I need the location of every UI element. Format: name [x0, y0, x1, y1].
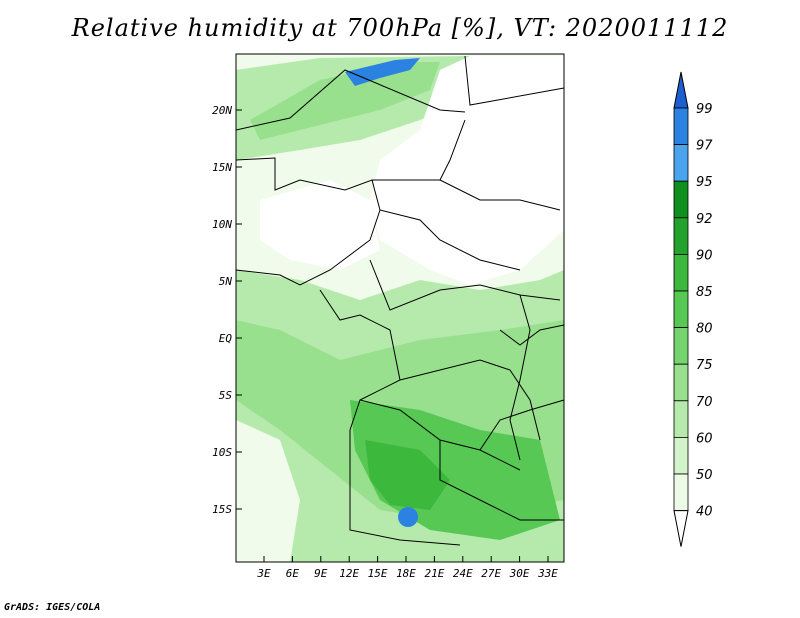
colorbar: 99 97 95 92 90 85 80 75 70 60 50 40 [673, 71, 713, 547]
humidity-max-north [345, 58, 420, 86]
colorbar-level-label: 40 [696, 505, 713, 520]
colorbar-level-label: 50 [696, 468, 713, 483]
lat-tick-label: EQ [219, 332, 233, 345]
longitude-axis: 3E 6E 9E 12E 15E 18E 21E 24E 27E 30E 33E [256, 556, 558, 580]
colorbar-segment [673, 290, 689, 328]
lon-tick-label: 6E [286, 567, 300, 580]
humidity-region-west-coast [236, 420, 300, 562]
humidity-max-south [398, 507, 418, 527]
lon-tick-label: 12E [339, 567, 359, 580]
lat-tick-label: 10S [212, 446, 232, 459]
colorbar-segment [673, 253, 689, 292]
map-title: Relative humidity at 700hPa [%], VT: 202… [71, 14, 729, 42]
lon-tick-label: 27E [481, 567, 501, 580]
colorbar-level-label: 90 [696, 248, 713, 263]
lat-tick-label: 5S [219, 389, 233, 402]
colorbar-level-label: 80 [696, 322, 713, 337]
colorbar-segment [673, 107, 689, 145]
colorbar-level-label: 95 [696, 175, 713, 190]
lon-tick-label: 15E [368, 567, 388, 580]
lon-tick-label: 24E [453, 567, 473, 580]
colorbar-segment [673, 473, 689, 511]
map-panel [235, 53, 565, 563]
colorbar-segment [673, 400, 689, 438]
lon-tick-label: 9E [314, 567, 328, 580]
colorbar-level-label: 60 [696, 431, 713, 446]
colorbar-level-label: 85 [696, 285, 713, 300]
colorbar-level-label: 70 [696, 395, 713, 410]
colorbar-level-label: 92 [696, 212, 713, 227]
lon-tick-label: 21E [424, 567, 444, 580]
lon-tick-label: 30E [509, 567, 530, 580]
lon-tick-label: 33E [537, 567, 558, 580]
latitude-axis: 20N 15N 10N 5N EQ 5S 10S 15S [212, 104, 242, 516]
lat-tick-label: 20N [212, 104, 232, 117]
lat-tick-label: 15S [212, 503, 232, 516]
country-borders [235, 55, 565, 546]
colorbar-segment [673, 180, 689, 219]
footer-credit: GrADS: IGES/COLA [4, 602, 101, 613]
humidity-region-south-dense [365, 440, 450, 510]
lat-tick-label: 5N [219, 275, 233, 288]
colorbar-segment [673, 363, 689, 402]
colorbar-segment [673, 217, 689, 255]
colorbar-bottom-arrow [673, 510, 689, 547]
lon-tick-label: 18E [396, 567, 416, 580]
colorbar-segment [673, 144, 689, 182]
colorbar-level-label: 97 [696, 139, 713, 154]
colorbar-segment [673, 327, 689, 365]
lat-tick-label: 15N [212, 161, 232, 174]
colorbar-level-label: 99 [696, 102, 713, 117]
colorbar-segment [673, 436, 689, 475]
humidity-region-dry-central [260, 180, 380, 270]
colorbar-top-arrow [673, 71, 689, 109]
lat-tick-label: 10N [212, 218, 232, 231]
humidity-region-dry-north [370, 56, 564, 285]
lon-tick-label: 3E [256, 567, 271, 580]
humidity-region-north-core [250, 62, 440, 140]
colorbar-level-label: 75 [696, 358, 713, 373]
